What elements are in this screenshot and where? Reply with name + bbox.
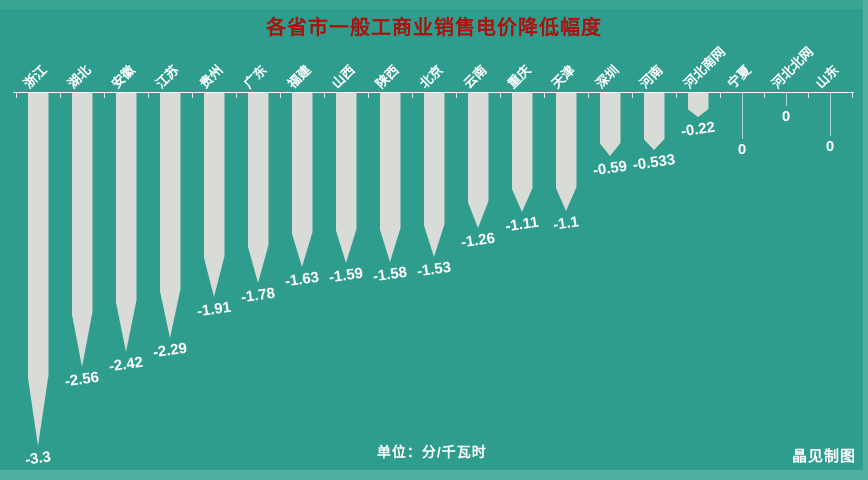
axis-tick [764,93,765,98]
category-label: 福建 [284,62,314,92]
value-label: 0 [825,138,835,155]
bar [512,93,533,212]
right-edge-strip [863,0,868,480]
bar [424,93,445,257]
axis-tick [720,93,721,98]
zero-leader-line [786,93,787,106]
axis-tick [500,93,501,98]
value-label: -1.26 [459,229,497,252]
value-label: -1.59 [327,264,365,287]
category-label: 天津 [548,62,578,92]
category-label: 贵州 [196,62,226,92]
axis-tick [852,93,853,98]
value-label: -1.91 [195,298,233,321]
chart-title: 各省市一般工商业销售电价降低幅度 [266,17,602,39]
value-label: -0.533 [631,151,677,174]
bar [160,93,181,338]
top-edge-strip [0,0,868,9]
zero-leader-line [830,93,831,136]
category-label: 浙江 [20,62,50,92]
category-label: 河北南网 [680,43,729,92]
bar [204,93,225,297]
bar [28,93,49,446]
axis-tick [16,93,17,98]
bottom-edge-strip [0,470,868,480]
value-label: -1.1 [552,213,580,234]
axis-tick [104,93,105,98]
axis-tick [236,93,237,98]
bar [336,93,357,263]
value-label: -2.42 [107,353,145,376]
axis-tick [544,93,545,98]
axis-tick [148,93,149,98]
axis-tick [368,93,369,98]
axis-tick [192,93,193,98]
axis-tick [588,93,589,98]
bar [468,93,489,228]
axis-tick [808,93,809,98]
category-label: 宁夏 [724,62,754,92]
value-label: -1.63 [283,268,321,291]
category-label: 河北北网 [768,43,817,92]
category-label: 河南 [636,62,666,92]
bar [644,93,665,150]
value-label: -3.3 [24,448,52,469]
value-label: 0 [737,141,747,158]
value-label: -0.22 [679,118,717,141]
axis-tick [676,93,677,98]
x-axis-line [13,92,854,93]
bar [72,93,93,367]
axis-tick [280,93,281,98]
category-label: 深圳 [592,62,622,92]
value-label: -1.58 [371,263,409,286]
value-label: -1.53 [415,258,453,281]
category-label: 重庆 [504,62,534,92]
axis-tick [632,93,633,98]
category-label: 湖北 [64,62,94,92]
category-label: 广东 [240,62,270,92]
value-label: -0.59 [591,157,629,180]
value-label: -2.56 [63,368,101,391]
bar [248,93,269,283]
category-label: 北京 [416,62,446,92]
bar [292,93,313,267]
zero-leader-line [742,93,743,139]
unit-label: 单位：分/千瓦时 [376,444,487,460]
bar [380,93,401,262]
category-label: 山西 [328,62,358,92]
bar [688,93,709,117]
value-label: -2.29 [151,339,189,362]
axis-tick [412,93,413,98]
value-label: 0 [781,108,791,125]
value-label: -1.78 [239,284,277,307]
bar [600,93,621,156]
category-label: 山东 [812,62,842,92]
value-label: -1.11 [504,213,540,236]
axis-tick [324,93,325,98]
category-label: 安徽 [108,62,138,92]
category-label: 江苏 [152,62,182,92]
bar [116,93,137,352]
axis-tick [60,93,61,98]
bar [556,93,577,211]
credit-watermark: 晶见制图 [791,448,856,465]
category-label: 陕西 [372,62,402,92]
category-label: 云南 [460,62,490,92]
axis-tick [456,93,457,98]
